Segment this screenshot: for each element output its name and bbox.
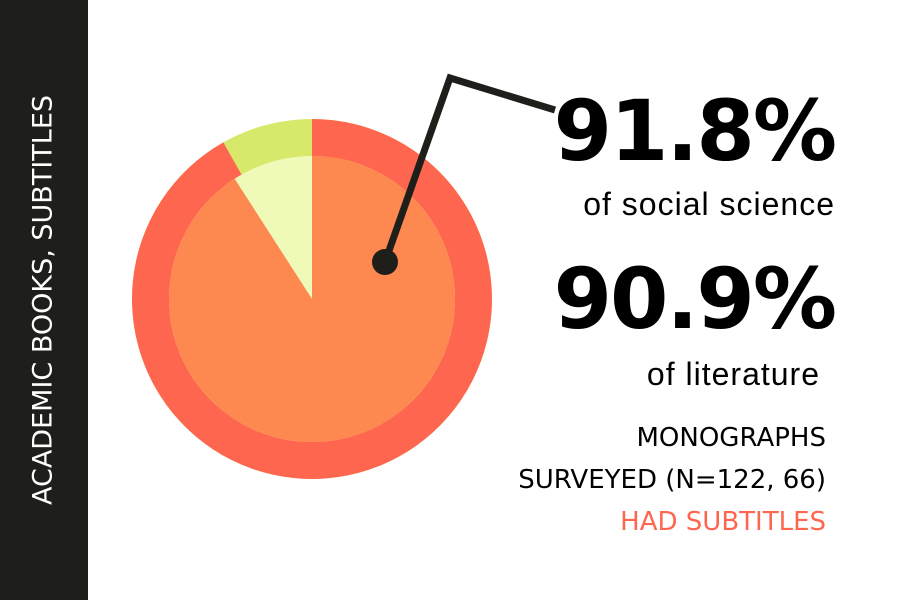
value-label: 91.8% bbox=[554, 82, 835, 180]
pointer-line bbox=[381, 73, 557, 264]
caption-line: MONOGRAPHS bbox=[637, 423, 827, 453]
series-name: of social science bbox=[583, 186, 835, 222]
caption-line: SURVEYED (N=122, 66) bbox=[518, 465, 826, 495]
caption-highlight: HAD SUBTITLES bbox=[620, 507, 826, 537]
value-label: 90.9% bbox=[554, 250, 835, 348]
series-name: of literature bbox=[647, 356, 820, 392]
pie-wedge bbox=[168, 156, 456, 442]
pointer-dot bbox=[372, 249, 398, 275]
sidebar bbox=[0, 0, 88, 600]
sidebar-title: ACADEMIC BOOKS, SUBTITLES bbox=[28, 95, 59, 505]
pie bbox=[131, 119, 493, 479]
